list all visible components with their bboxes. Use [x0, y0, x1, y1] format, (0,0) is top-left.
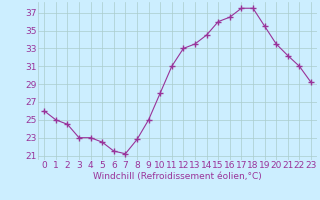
X-axis label: Windchill (Refroidissement éolien,°C): Windchill (Refroidissement éolien,°C): [93, 172, 262, 181]
